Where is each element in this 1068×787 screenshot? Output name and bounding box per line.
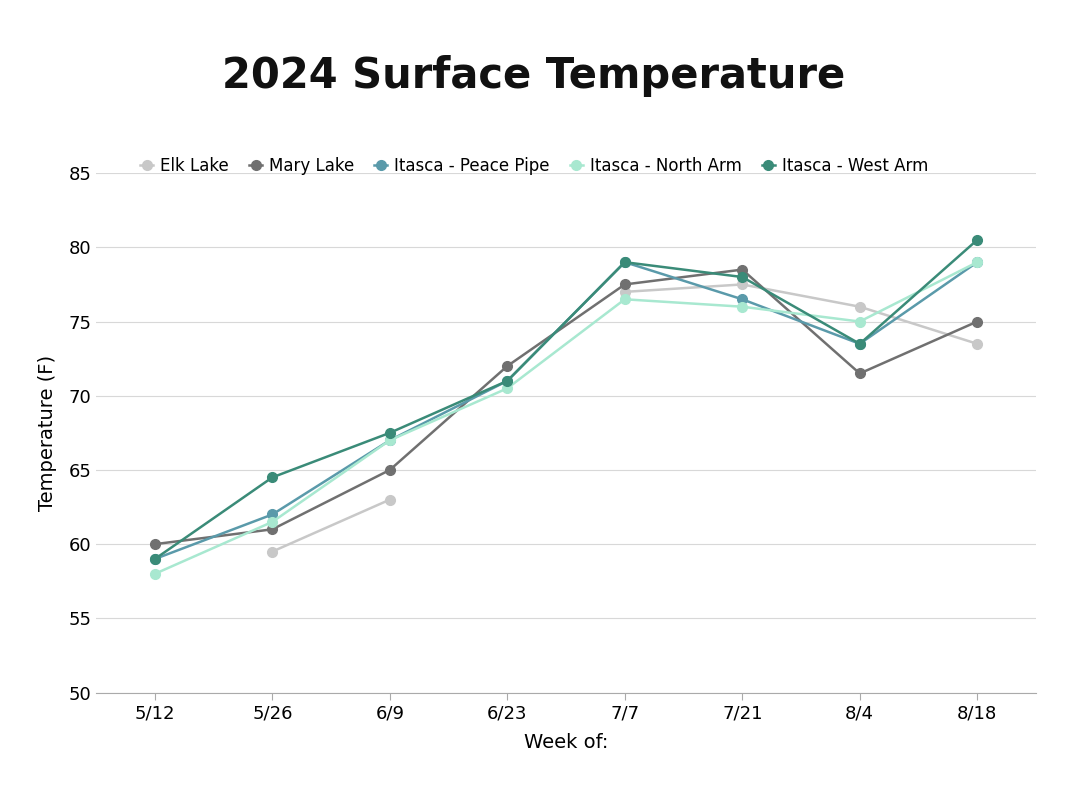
Text: 2024 Surface Temperature: 2024 Surface Temperature — [222, 55, 846, 97]
Legend: Elk Lake, Mary Lake, Itasca - Peace Pipe, Itasca - North Arm, Itasca - West Arm: Elk Lake, Mary Lake, Itasca - Peace Pipe… — [134, 150, 934, 181]
Y-axis label: Temperature (F): Temperature (F) — [38, 355, 58, 511]
X-axis label: Week of:: Week of: — [523, 733, 609, 752]
